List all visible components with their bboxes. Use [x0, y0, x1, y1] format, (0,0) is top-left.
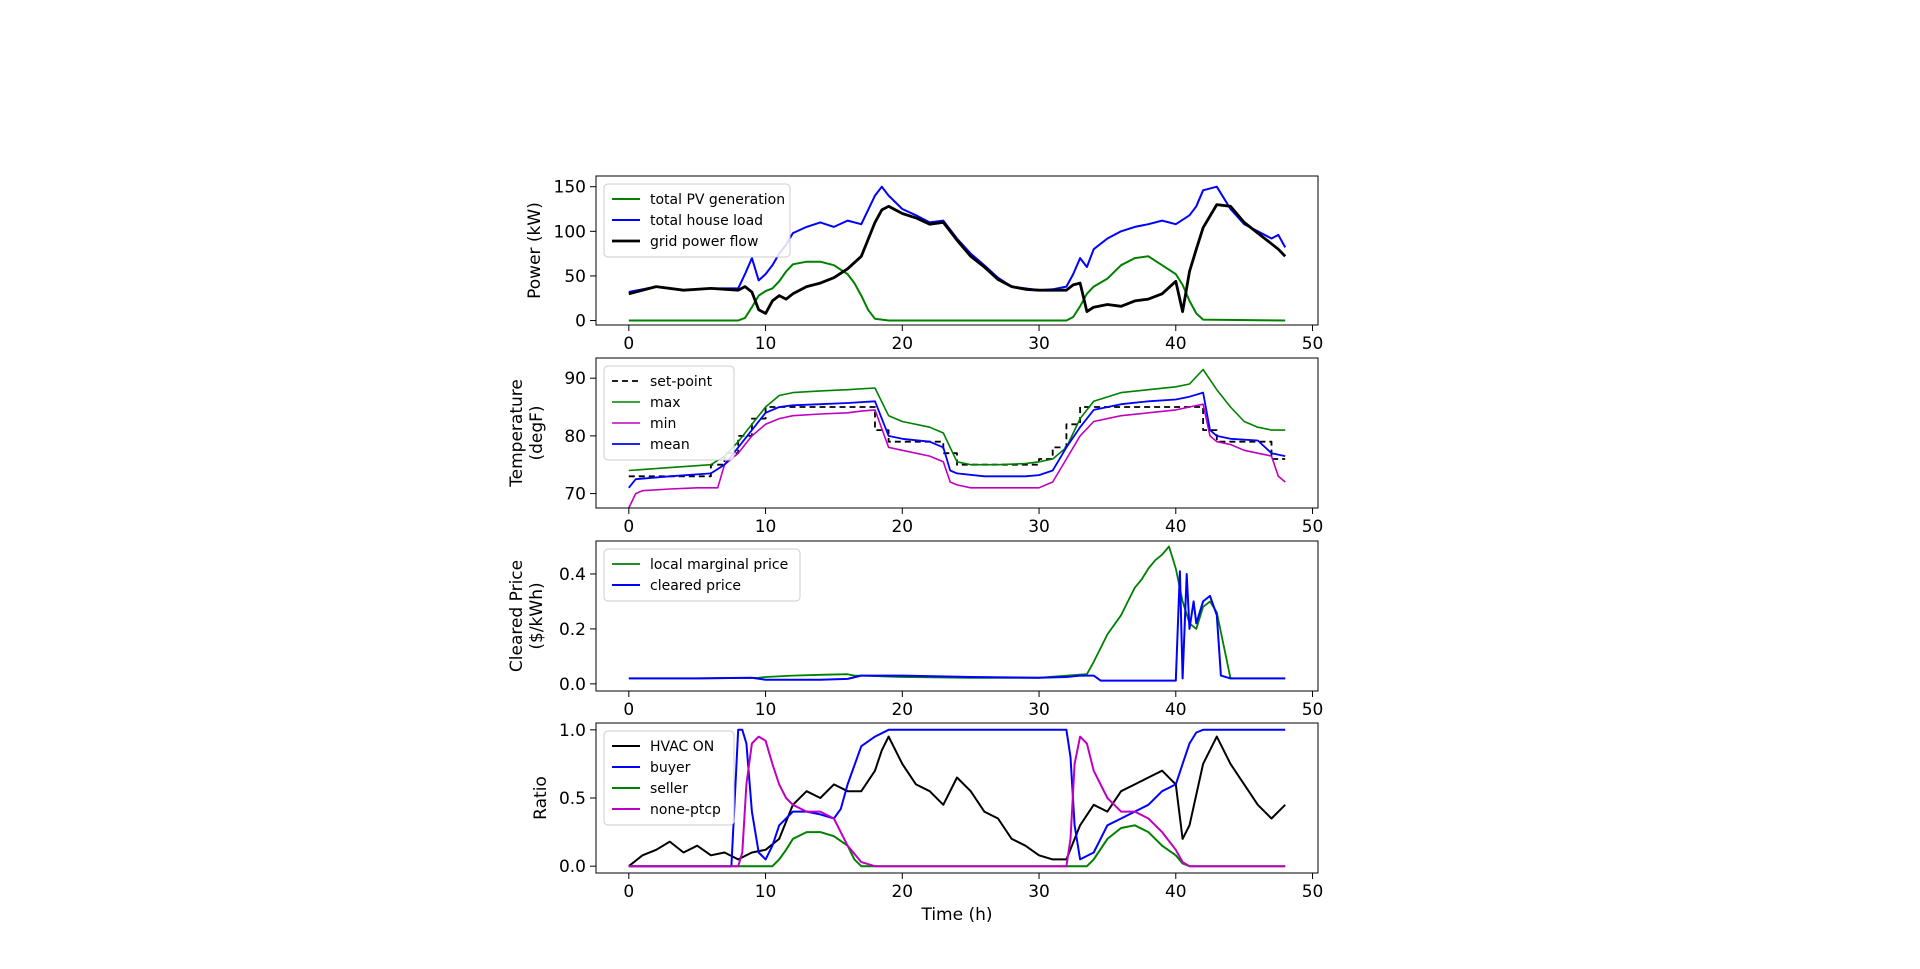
x-tick-label: 0	[623, 700, 634, 720]
y-axis-label: Cleared Price($/kWh)	[507, 560, 547, 672]
x-tick-label: 30	[1028, 882, 1050, 902]
x-tick-label: 40	[1165, 700, 1187, 720]
legend-label-set-point: set-point	[650, 374, 713, 390]
axes-frame	[595, 175, 1319, 326]
legend-label-grid-power-flow: grid power flow	[650, 234, 758, 250]
legend-label-max: max	[650, 395, 681, 411]
x-tick-label: 10	[755, 517, 777, 537]
y-tick-label: 70	[564, 485, 586, 505]
series-line-grid-power-flow	[628, 203, 1287, 315]
chart-panel-4: 0 10 20 30 40 50 0.0 0.5 1.0 Ratio Time (h) HVAC ON…	[531, 721, 1323, 925]
y-tick-label: 50	[564, 267, 586, 287]
y-axis-label: Ratio	[531, 776, 551, 820]
series-line-min	[628, 403, 1286, 508]
y-tick-label: 0.0	[559, 675, 586, 695]
x-tick-label: 30	[1028, 517, 1050, 537]
legend-box	[603, 183, 791, 258]
series-line-mean	[628, 391, 1286, 489]
y-tick-label: 80	[564, 427, 586, 447]
axes-frame	[595, 540, 1319, 692]
series-line-cleared-price	[628, 570, 1286, 682]
x-axis-label: Time (h)	[920, 905, 992, 925]
legend-box	[603, 365, 735, 461]
legend-label-total-pv-generation: total PV generation	[650, 192, 785, 208]
x-tick-label: 50	[1302, 517, 1324, 537]
y-tick-label: 0.2	[559, 620, 586, 640]
y-tick-label: 90	[564, 369, 586, 389]
y-tick-label: 0.0	[559, 857, 586, 877]
x-tick-label: 0	[623, 517, 634, 537]
legend-label-cleared-price: cleared price	[650, 578, 741, 594]
x-tick-label: 20	[891, 700, 913, 720]
y-tick-label: 0.4	[559, 565, 586, 585]
x-tick-label: 50	[1302, 700, 1324, 720]
x-tick-label: 20	[891, 517, 913, 537]
x-tick-label: 10	[755, 882, 777, 902]
y-tick-label: 150	[554, 178, 586, 198]
legend-label-local-marginal-price: local marginal price	[650, 557, 788, 573]
chart-panel-1: 0 10 20 30 40 50 0 50 100 150 Power (kW) total PV g…	[525, 175, 1324, 354]
x-tick-label: 50	[1302, 882, 1324, 902]
legend-label-min: min	[650, 416, 676, 432]
x-tick-label: 30	[1028, 334, 1050, 354]
x-tick-label: 40	[1165, 882, 1187, 902]
y-axis-label: Temperature(degF)	[507, 379, 547, 488]
chart-panel-3: 0 10 20 30 40 50 0.0 0.2 0.4 Cleared Price($/kWh)…	[507, 540, 1324, 720]
x-tick-label: 30	[1028, 700, 1050, 720]
series-line-hvac-on	[628, 735, 1286, 867]
legend-box	[603, 730, 735, 826]
legend-label-total-house-load: total house load	[650, 213, 763, 229]
x-tick-label: 10	[755, 700, 777, 720]
y-tick-label: 0.5	[559, 789, 586, 809]
x-tick-label: 0	[623, 334, 634, 354]
axes-frame	[595, 357, 1319, 509]
series-line-total-pv-generation	[628, 255, 1286, 322]
series-line-local-marginal-price	[628, 545, 1286, 680]
series-line-buyer	[628, 728, 1286, 868]
y-tick-label: 100	[554, 222, 586, 242]
legend-label-mean: mean	[650, 437, 690, 453]
y-tick-label: 0	[575, 312, 586, 332]
x-tick-label: 0	[623, 882, 634, 902]
legend-label-hvac-on: HVAC ON	[650, 739, 714, 755]
series-line-none-ptcp	[628, 735, 1286, 868]
x-tick-label: 10	[755, 334, 777, 354]
x-tick-label: 40	[1165, 517, 1187, 537]
x-tick-label: 20	[891, 334, 913, 354]
y-tick-label: 1.0	[559, 721, 586, 741]
x-tick-label: 40	[1165, 334, 1187, 354]
legend-box	[603, 548, 801, 602]
legend-label-buyer: buyer	[650, 760, 691, 776]
series-line-max	[628, 368, 1286, 472]
x-tick-label: 20	[891, 882, 913, 902]
series-line-total-house-load	[628, 185, 1287, 293]
legend-label-none-ptcp: none-ptcp	[650, 802, 721, 818]
chart-panel-2: 0 10 20 30 40 50 70 80 90 Temperature(degF) set-po…	[507, 357, 1324, 537]
x-tick-label: 50	[1302, 334, 1324, 354]
legend-label-seller: seller	[650, 781, 688, 797]
y-axis-label: Power (kW)	[525, 202, 545, 299]
